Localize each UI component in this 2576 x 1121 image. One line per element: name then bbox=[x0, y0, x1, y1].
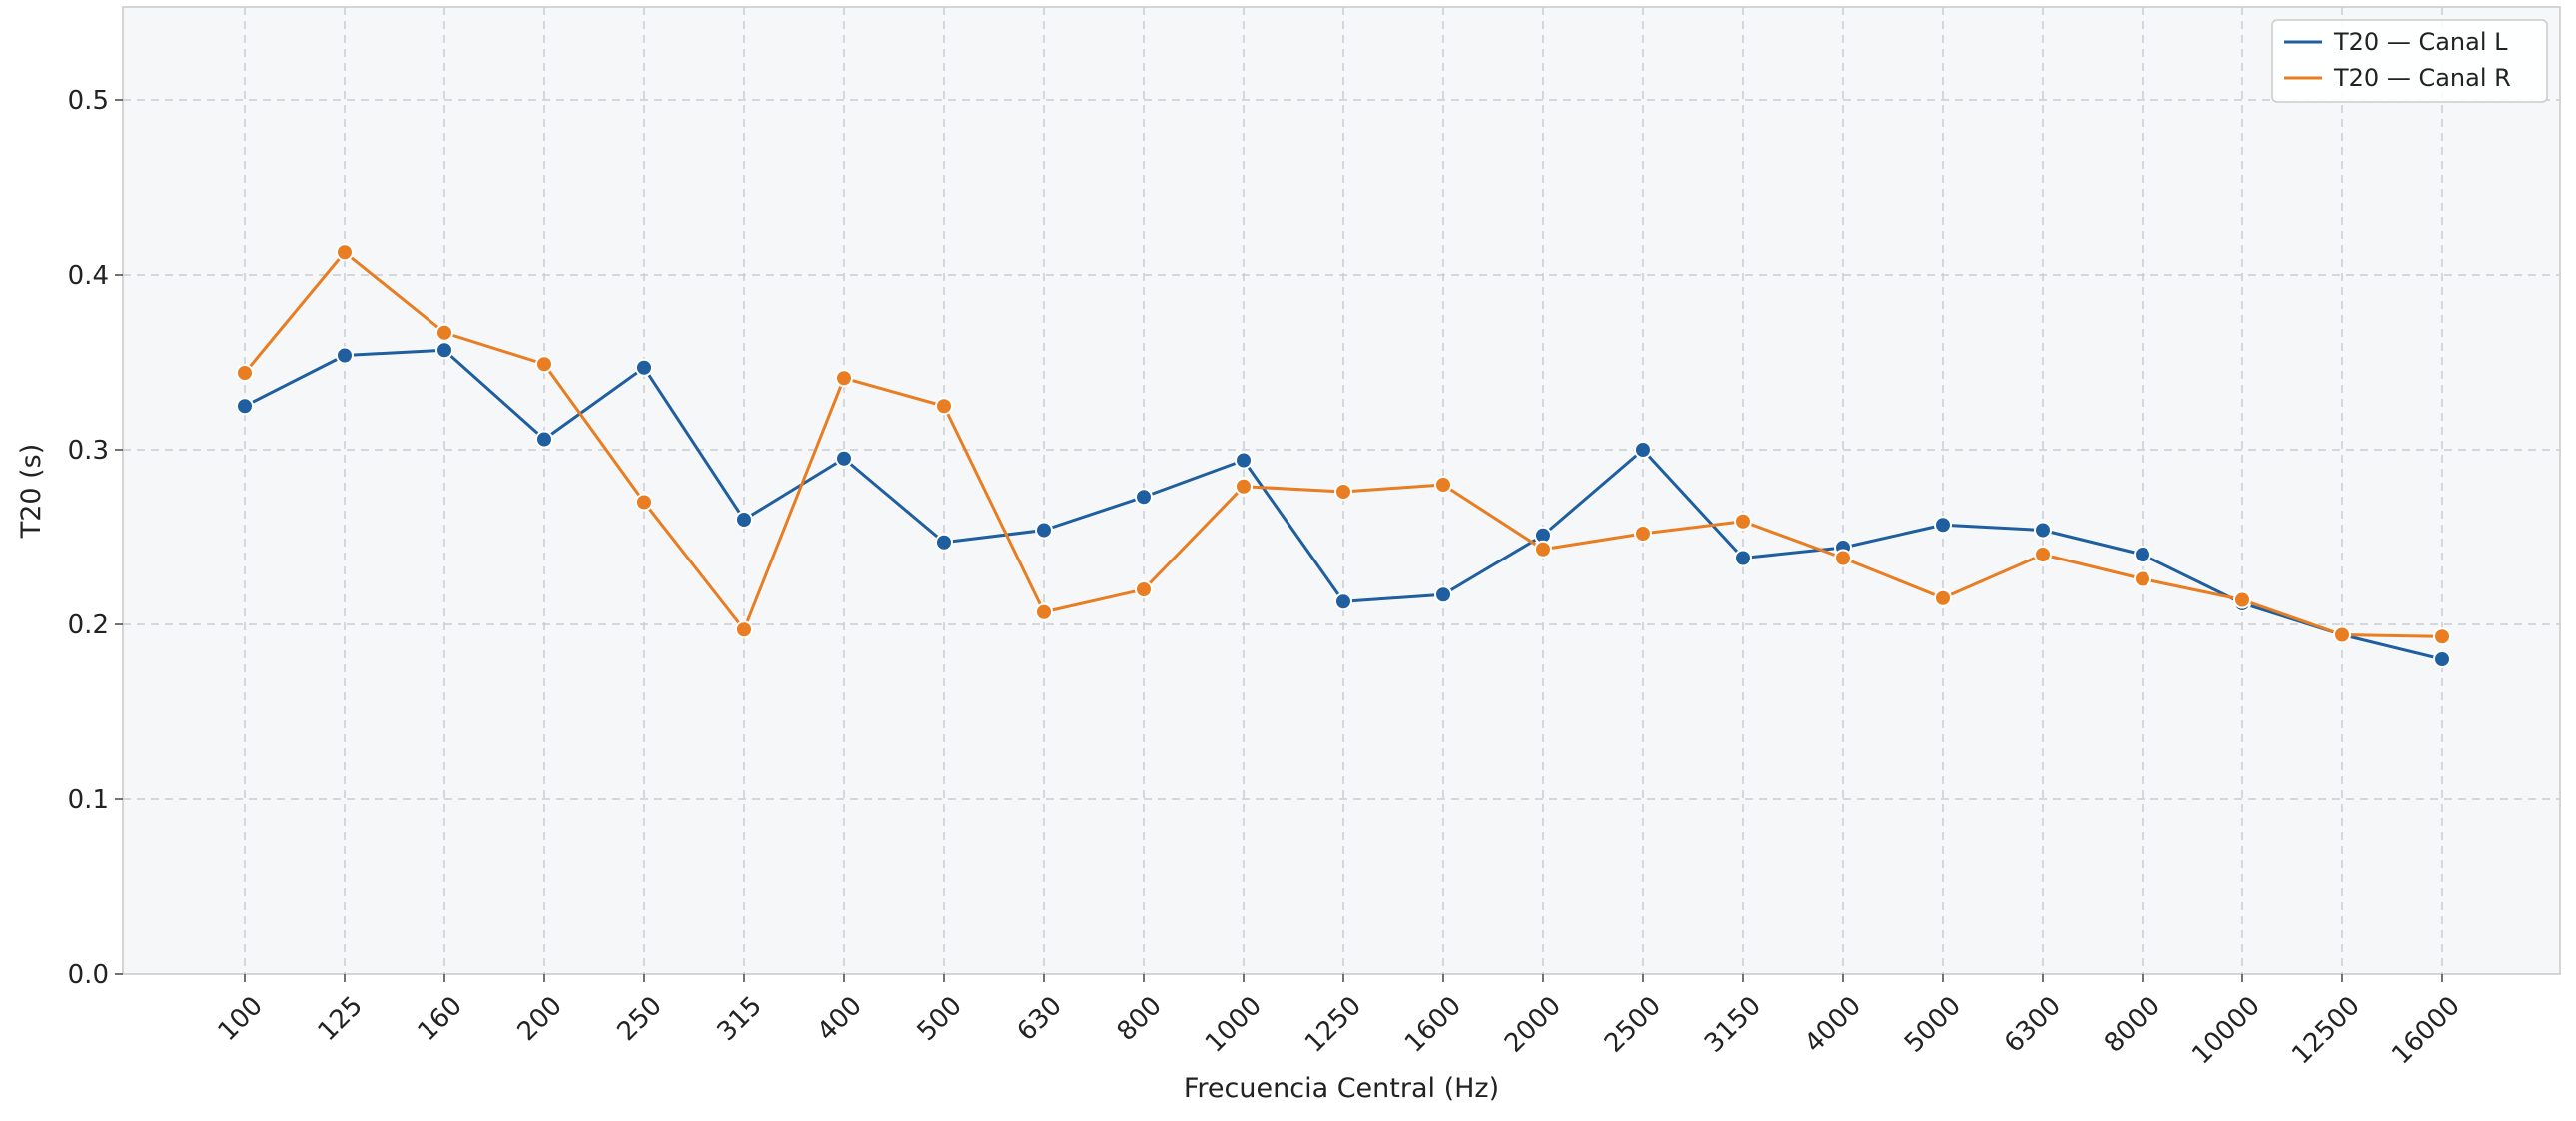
data-point bbox=[1434, 585, 1452, 604]
data-point bbox=[336, 243, 354, 262]
x-tick-label: 2500 bbox=[1599, 991, 1667, 1059]
data-point bbox=[1035, 602, 1053, 621]
x-tick-label: 6300 bbox=[1999, 991, 2067, 1059]
data-point bbox=[1434, 476, 1452, 494]
y-tick-label: 0.2 bbox=[68, 610, 109, 640]
data-point bbox=[2433, 627, 2451, 646]
data-point bbox=[735, 620, 753, 639]
data-point bbox=[1634, 525, 1652, 543]
x-tick-label: 12500 bbox=[2286, 991, 2366, 1071]
data-point bbox=[635, 493, 653, 512]
x-tick-label: 1000 bbox=[1200, 991, 1268, 1059]
data-point bbox=[1934, 516, 1952, 535]
legend-box bbox=[2271, 19, 2548, 103]
data-point bbox=[1634, 441, 1652, 459]
data-point bbox=[236, 364, 254, 382]
data-point bbox=[1035, 521, 1053, 540]
data-point bbox=[1734, 549, 1752, 567]
data-point bbox=[2134, 546, 2151, 563]
data-point bbox=[1135, 580, 1153, 598]
legend-label: T20 — Canal L bbox=[2333, 28, 2508, 56]
x-tick-label: 3150 bbox=[1699, 991, 1767, 1059]
data-point bbox=[1235, 451, 1253, 470]
data-point bbox=[1135, 488, 1153, 507]
data-point bbox=[1334, 483, 1352, 501]
data-point bbox=[236, 397, 254, 416]
data-point bbox=[1934, 588, 1952, 607]
data-point bbox=[336, 346, 354, 365]
data-point bbox=[1734, 512, 1752, 531]
x-tick-label: 125 bbox=[313, 991, 369, 1047]
x-tick-label: 2000 bbox=[1499, 991, 1567, 1059]
x-axis-title: Frecuencia Central (Hz) bbox=[1184, 1073, 1499, 1104]
x-tick-label: 8000 bbox=[2099, 991, 2166, 1059]
data-point bbox=[2034, 546, 2052, 563]
x-tick-label: 100 bbox=[213, 991, 269, 1047]
data-point bbox=[735, 511, 753, 529]
data-point bbox=[1534, 540, 1552, 559]
x-tick-label: 315 bbox=[712, 991, 768, 1047]
data-point bbox=[635, 358, 653, 377]
legend-label: T20 — Canal R bbox=[2333, 64, 2511, 92]
y-tick-label: 0.5 bbox=[68, 86, 109, 116]
x-tick-label: 200 bbox=[512, 991, 568, 1047]
x-tick-label: 250 bbox=[612, 991, 668, 1047]
data-point bbox=[1235, 477, 1253, 496]
x-tick-label: 1600 bbox=[1399, 991, 1467, 1059]
data-point bbox=[2333, 625, 2351, 644]
x-tick-label: 5000 bbox=[1899, 991, 1967, 1059]
data-point bbox=[835, 369, 853, 388]
x-tick-label: 10000 bbox=[2186, 991, 2266, 1071]
y-tick-label: 0.1 bbox=[68, 785, 109, 815]
x-tick-label: 500 bbox=[912, 991, 968, 1047]
data-point bbox=[2134, 569, 2151, 588]
data-point bbox=[435, 323, 453, 342]
data-point bbox=[2233, 590, 2251, 609]
y-tick-label: 0.3 bbox=[68, 436, 109, 466]
data-point bbox=[835, 449, 853, 468]
y-tick-label: 0.4 bbox=[68, 261, 109, 291]
data-point bbox=[1334, 592, 1352, 611]
data-point bbox=[935, 533, 953, 552]
x-tick-label: 1250 bbox=[1299, 991, 1367, 1059]
x-tick-label: 630 bbox=[1012, 991, 1068, 1047]
y-axis-title: T20 (s) bbox=[16, 444, 47, 540]
grid bbox=[123, 7, 2560, 974]
x-tick-label: 400 bbox=[812, 991, 868, 1047]
data-point bbox=[2433, 650, 2451, 668]
x-tick-label: 160 bbox=[413, 991, 468, 1047]
data-point bbox=[535, 355, 553, 374]
x-tick-label: 16000 bbox=[2386, 991, 2466, 1071]
data-point bbox=[535, 430, 553, 449]
x-tick-label: 800 bbox=[1112, 991, 1168, 1047]
y-tick-label: 0.0 bbox=[68, 960, 109, 990]
series-layer bbox=[236, 243, 2451, 668]
x-tick-label: 4000 bbox=[1799, 991, 1867, 1059]
legend: T20 — Canal L T20 — Canal R bbox=[2271, 19, 2548, 103]
data-point bbox=[435, 341, 453, 360]
data-point bbox=[1834, 549, 1852, 567]
data-point bbox=[2034, 521, 2052, 540]
data-point bbox=[935, 397, 953, 416]
